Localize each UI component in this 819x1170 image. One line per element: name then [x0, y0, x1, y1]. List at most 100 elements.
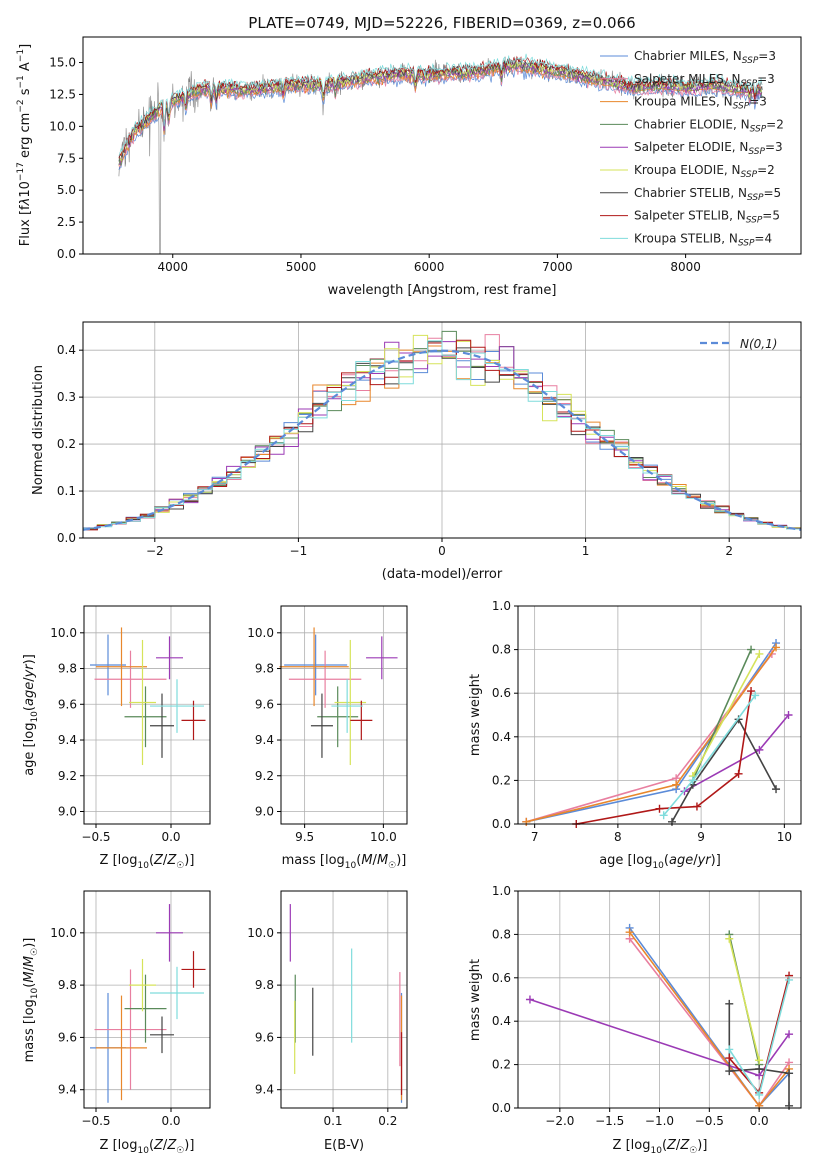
z-weight-ytick-label: 0.2 — [492, 1058, 511, 1072]
z-weight-marker-salpeter-stelib — [725, 1054, 734, 1063]
mass-age-point-kroupa-miles — [279, 627, 349, 707]
age-weight-xlabel: age [log10(age/yr)] — [599, 853, 721, 871]
age-weight-ytick-label: 0.6 — [492, 686, 511, 700]
residuals-xlabel: (data-model)/error — [382, 567, 503, 582]
z-age-point-kroupa-elodie — [129, 639, 156, 766]
mass-age-ytick-label: 9.4 — [255, 733, 274, 747]
ebv-mass-ytick-label: 9.6 — [255, 1030, 274, 1044]
z-weight-frame — [517, 890, 802, 1109]
age-weight-marker-kroupa-elodie — [755, 649, 764, 658]
mass-age-ytick-label: 9.2 — [255, 769, 274, 783]
mass-age-ytick-label: 10.0 — [247, 626, 274, 640]
residuals-frame — [82, 321, 802, 539]
spectrum-legend-label-kroupa-miles: Kroupa MILES, NSSP=3 — [634, 95, 767, 112]
mass-age-ytick-label: 9.6 — [255, 697, 274, 711]
age-weight-line-kroupa-elodie — [692, 653, 761, 777]
age-weight-marker-salpeter-stelib — [747, 687, 756, 696]
spectrum-legend-label-kroupa-stelib: Kroupa STELIB, NSSP=4 — [634, 231, 772, 248]
ebv-mass-panel: 0.1 0.2 9.4 9.6 9.8 10.0 E(B-V) — [247, 890, 408, 1153]
residuals-ytick-label: 0.2 — [57, 437, 76, 451]
ebv-mass-xlabel: E(B-V) — [324, 1138, 364, 1153]
age-weight-marker-chabrier-stelib — [772, 785, 781, 794]
spectrum-legend-label-salpeter-stelib: Salpeter STELIB, NSSP=5 — [634, 209, 780, 226]
spectrum-legend-label-salpeter-miles: Salpeter MILES, NSSP=3 — [634, 72, 775, 89]
ebv-mass-frame — [280, 890, 408, 1109]
z-mass-xtick-label: −0.5 — [81, 1114, 110, 1128]
z-weight-marker-kroupa-miles — [625, 928, 634, 937]
mass-age-xtick-label: 10.0 — [370, 830, 397, 844]
mass-age-ytick-label: 9.0 — [255, 804, 274, 818]
z-weight-xtick-label: −0.5 — [695, 1114, 724, 1128]
residuals-xtick-label: −1 — [290, 544, 308, 558]
z-weight-xtick-label: −1.5 — [595, 1114, 624, 1128]
spectrum-xtick-label: 8000 — [670, 260, 701, 274]
age-weight-line-salpeter-miles — [526, 653, 773, 823]
residuals-hist-kroupa-elodie — [83, 334, 801, 530]
z-mass-point-salpeter-stelib — [181, 951, 206, 988]
spectrum-model-line-salpeter-miles — [118, 65, 763, 168]
z-age-point-salpeter-elodie — [156, 636, 183, 680]
ebv-mass-ytick-label: 10.0 — [247, 926, 274, 940]
spectrum-title: PLATE=0749, MJD=52226, FIBERID=0369, z=0… — [248, 14, 635, 32]
ebv-mass-ytick-label: 9.8 — [255, 978, 274, 992]
z-age-point-kroupa-stelib — [150, 679, 204, 733]
mass-age-point-salpeter-miles — [288, 650, 362, 708]
z-weight-ytick-label: 0.8 — [492, 927, 511, 941]
z-weight-line-kroupa-elodie — [728, 938, 760, 1061]
spectrum-ytick-label: 5.0 — [57, 183, 76, 197]
z-weight-xtick-label: 0.0 — [750, 1114, 769, 1128]
age-weight-ytick-label: 0.8 — [492, 643, 511, 657]
z-mass-xtick-label: 0.0 — [161, 1114, 180, 1128]
z-mass-ytick-label: 9.6 — [58, 1030, 77, 1044]
z-mass-xlabel: Z [log10(Z/Z☉)] — [100, 1138, 195, 1156]
age-weight-marker-kroupa-stelib — [688, 776, 697, 785]
z-weight-marker-kroupa-elodie — [755, 1056, 764, 1065]
residuals-normal-curve — [82, 349, 802, 531]
age-weight-line-salpeter-stelib — [576, 690, 752, 825]
mass-age-point-chabrier-miles — [284, 634, 348, 696]
spectrum-xtick-label: 5000 — [286, 260, 317, 274]
spectrum-xtick-label: 7000 — [542, 260, 573, 274]
age-weight-panel: 7 8 9 10 0.0 0.2 0.4 0.6 0.8 1.0 age [log10(age/y… — [468, 599, 802, 871]
spectrum-legend-label-kroupa-elodie: Kroupa ELODIE, NSSP=2 — [634, 163, 775, 180]
z-weight-marker-salpeter-elodie — [525, 995, 534, 1004]
z-weight-ytick-label: 0.4 — [492, 1014, 511, 1028]
z-age-point-chabrier-elodie — [124, 686, 167, 748]
age-weight-marker-salpeter-stelib — [655, 804, 664, 813]
z-weight-marker-kroupa-elodie — [725, 934, 734, 943]
mass-age-point-chabrier-stelib — [310, 693, 333, 758]
z-weight-ytick-label: 0.0 — [492, 1101, 511, 1115]
age-weight-ytick-label: 0.0 — [492, 817, 511, 831]
z-weight-xtick-label: −2.0 — [545, 1114, 574, 1128]
age-weight-line-chabrier-stelib — [671, 717, 777, 823]
residuals-xtick-label: 2 — [725, 544, 733, 558]
residuals-ylabel: Normed distribution — [31, 365, 46, 495]
z-mass-panel: −0.5 0.0 9.4 9.6 9.8 10.0 Z [log10(Z/Z☉)] mas… — [22, 890, 211, 1156]
residuals-xtick-label: 1 — [582, 544, 590, 558]
z-age-point-kroupa-miles — [96, 627, 147, 707]
age-weight-marker-salpeter-elodie — [755, 745, 764, 754]
mass-age-point-salpeter-stelib — [350, 700, 373, 741]
spectrum-frame — [82, 36, 802, 255]
spectrum-legend-label-chabrier-elodie: Chabrier ELODIE, NSSP=2 — [634, 117, 784, 134]
age-weight-xtick-label: 7 — [531, 830, 539, 844]
z-age-ylabel: age [log10(age/yr)] — [22, 654, 40, 776]
spectrum-ytick-label: 2.5 — [57, 215, 76, 229]
spectrum-panel: PLATE=0749, MJD=52226, FIBERID=0369, z=0… — [16, 14, 802, 298]
spectrum-ytick-label: 7.5 — [57, 151, 76, 165]
z-weight-marker-chabrier-stelib — [785, 1069, 794, 1078]
residuals-xtick-label: −2 — [146, 544, 164, 558]
residuals-legend-label: N(0,1) — [740, 337, 777, 351]
spectrum-model-line-kroupa-stelib — [118, 53, 763, 157]
z-weight-xlabel: Z [log10(Z/Z☉)] — [613, 1138, 708, 1156]
spectrum-legend-label-chabrier-miles: Chabrier MILES, NSSP=3 — [634, 49, 776, 66]
z-weight-panel: −2.0 −1.5 −1.0 −0.5 0.0 0.0 0.2 0.4 0.6 0.8 1.0 Z … — [468, 884, 802, 1156]
z-weight-ylabel: mass weight — [468, 959, 483, 1041]
z-weight-marker-chabrier-stelib — [785, 1101, 794, 1110]
spectrum-ytick-label: 12.5 — [49, 87, 76, 101]
mass-age-panel: 9.5 10.0 9.0 9.2 9.4 9.6 9.8 10.0 mass [log10(M… — [247, 605, 408, 871]
age-weight-marker-kroupa-miles — [772, 643, 781, 652]
age-weight-line-kroupa-miles — [526, 646, 777, 823]
mass-age-point-chabrier-elodie — [317, 686, 359, 748]
